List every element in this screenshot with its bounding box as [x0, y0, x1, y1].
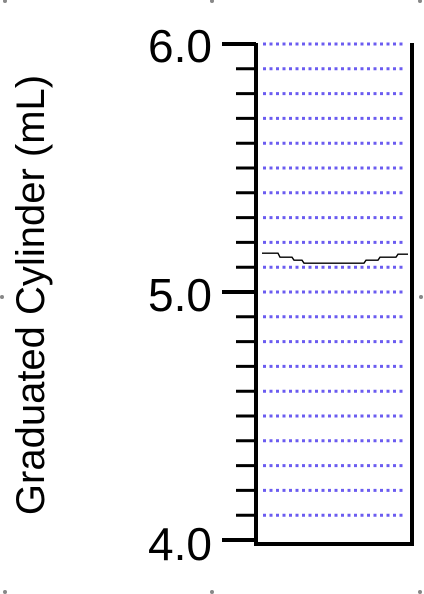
tick-label-4: 4.0: [148, 518, 212, 570]
scale-ticks: [222, 42, 256, 542]
meniscus: [262, 252, 408, 264]
tick-label-5: 5.0: [148, 269, 212, 321]
corner-marker: [418, 590, 422, 594]
corner-marker: [418, 0, 422, 3]
corner-marker: [419, 295, 423, 299]
axis-title: Graduated Cylinder (mL): [9, 75, 53, 515]
corner-marker: [210, 590, 214, 594]
liquid-fill: [263, 42, 406, 517]
corner-marker: [3, 590, 7, 594]
corner-marker: [0, 295, 4, 299]
corner-marker: [3, 0, 7, 3]
tick-label-6: 6.0: [148, 20, 212, 72]
corner-marker: [210, 0, 214, 3]
